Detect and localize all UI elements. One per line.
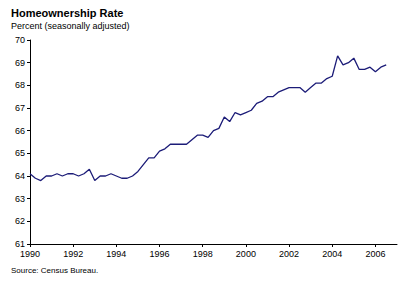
svg-text:Percent (seasonally adjusted): Percent (seasonally adjusted): [11, 21, 130, 31]
svg-text:Homeownership Rate: Homeownership Rate: [11, 7, 123, 19]
svg-text:67: 67: [15, 103, 25, 113]
svg-text:1990: 1990: [20, 249, 40, 259]
svg-text:66: 66: [15, 126, 25, 136]
svg-text:61: 61: [15, 239, 25, 249]
svg-text:2004: 2004: [322, 249, 342, 259]
svg-text:65: 65: [15, 148, 25, 158]
svg-text:68: 68: [15, 80, 25, 90]
svg-text:1994: 1994: [106, 249, 126, 259]
svg-text:63: 63: [15, 194, 25, 204]
svg-text:2002: 2002: [279, 249, 299, 259]
svg-text:2006: 2006: [365, 249, 385, 259]
svg-text:1998: 1998: [193, 249, 213, 259]
svg-text:Source: Census Bureau.: Source: Census Bureau.: [11, 266, 98, 275]
svg-text:62: 62: [15, 216, 25, 226]
svg-text:70: 70: [15, 35, 25, 45]
svg-text:1996: 1996: [150, 249, 170, 259]
svg-text:64: 64: [15, 171, 25, 181]
svg-text:69: 69: [15, 58, 25, 68]
svg-text:1992: 1992: [63, 249, 83, 259]
svg-text:2000: 2000: [236, 249, 256, 259]
